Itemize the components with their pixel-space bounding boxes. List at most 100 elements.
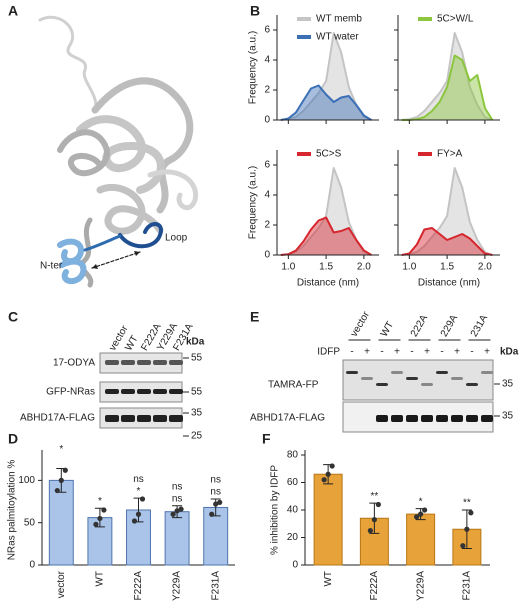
significance-label: *: [98, 496, 102, 507]
panel-label: D: [8, 431, 18, 447]
lane-label: WT: [379, 320, 396, 339]
state-label: -: [410, 347, 413, 358]
band: [466, 415, 478, 422]
bar: [406, 513, 436, 566]
density-curve: [401, 227, 493, 256]
panel-label: A: [8, 3, 18, 19]
significance-label: *: [59, 444, 63, 455]
data-point: [174, 508, 180, 514]
band: [105, 415, 119, 422]
band: [406, 415, 418, 422]
data-point: [414, 514, 420, 520]
data-point: [375, 501, 381, 508]
x-tick-label: 1.5: [319, 262, 333, 273]
band: [481, 415, 493, 422]
data-point: [93, 521, 99, 527]
band: [391, 415, 403, 422]
band: [481, 371, 493, 374]
marker-label: 35: [191, 408, 203, 419]
band: [466, 383, 478, 386]
band: [421, 383, 433, 386]
y-tick-label: 40: [287, 505, 299, 516]
data-point: [131, 518, 138, 524]
y-tick-label: 60: [287, 477, 299, 488]
x-tick-label: vector: [56, 570, 67, 598]
data-point: [178, 506, 184, 512]
state-label: +: [454, 347, 460, 358]
significance-label: ns: [133, 474, 144, 485]
lane-label: 231A: [469, 313, 490, 339]
y-axis-label: Frequency (a.u.): [248, 166, 259, 239]
band: [105, 389, 119, 394]
bar: [164, 511, 190, 566]
data-point: [62, 467, 68, 473]
x-axis-label: Distance (nm): [297, 278, 359, 289]
band: [137, 360, 151, 365]
data-point: [468, 510, 474, 516]
band: [169, 360, 183, 365]
band: [137, 415, 151, 422]
significance-label: *: [419, 496, 423, 507]
y-tick-label: 50: [24, 517, 36, 528]
band: [346, 371, 358, 374]
data-point: [418, 511, 424, 517]
state-label: -: [470, 347, 473, 358]
lane-label: 229A: [439, 313, 460, 339]
state-label: -: [380, 347, 383, 358]
band: [361, 377, 373, 380]
y-axis-label: % inhibition by IDFP: [270, 465, 281, 555]
x-tick-label: F231A: [210, 571, 221, 601]
lane-label: vector: [349, 309, 372, 339]
data-point: [101, 507, 107, 513]
band: [137, 389, 151, 394]
band: [376, 383, 388, 386]
significance-label: **: [463, 498, 471, 509]
y-axis-label: NRas palmitoylation %: [7, 460, 18, 561]
density-curve: [401, 32, 493, 121]
row-label: 17-ODYA: [53, 358, 95, 369]
x-tick-label: 2.0: [478, 262, 492, 273]
x-tick-label: Y229A: [172, 571, 183, 601]
band: [436, 371, 448, 374]
density-curve: [401, 167, 493, 256]
band: [451, 415, 463, 422]
significance-label: **: [370, 491, 378, 502]
band: [105, 360, 119, 365]
legend-label: WT water: [316, 32, 359, 43]
band: [153, 415, 167, 422]
data-point: [209, 511, 215, 517]
band: [169, 389, 183, 394]
data-point: [464, 526, 470, 532]
data-point: [460, 543, 466, 549]
x-tick-label: 1.0: [281, 262, 295, 273]
band: [436, 415, 448, 422]
y-tick-label: 0: [264, 250, 270, 261]
legend-label: 5C>S: [316, 149, 342, 160]
density-curve: [401, 54, 494, 121]
band: [121, 415, 135, 422]
panel-label: F: [262, 431, 271, 447]
state-label: -: [440, 347, 443, 358]
significance-label: ns: [172, 493, 183, 504]
density-curve: [280, 84, 372, 121]
marker-label: 25: [191, 431, 203, 442]
legend-label: WT memb: [316, 14, 362, 25]
data-point: [217, 499, 223, 505]
y-tick-label: 0: [264, 115, 270, 126]
x-tick-label: F222A: [369, 571, 380, 601]
data-point: [97, 515, 103, 522]
data-point: [54, 487, 60, 494]
y-tick-label: 4: [264, 190, 270, 201]
unit-label: kDa: [500, 347, 519, 358]
band: [169, 415, 183, 422]
panel-label: C: [8, 309, 18, 325]
state-label: +: [364, 347, 370, 358]
marker-label: 35: [502, 411, 514, 422]
x-tick-label: F222A: [133, 571, 144, 601]
x-tick-label: WT: [95, 571, 106, 587]
state-label: +: [484, 347, 490, 358]
row-label: TAMRA-FP: [268, 380, 319, 391]
band: [391, 371, 403, 374]
significance-label: ns: [172, 481, 183, 492]
